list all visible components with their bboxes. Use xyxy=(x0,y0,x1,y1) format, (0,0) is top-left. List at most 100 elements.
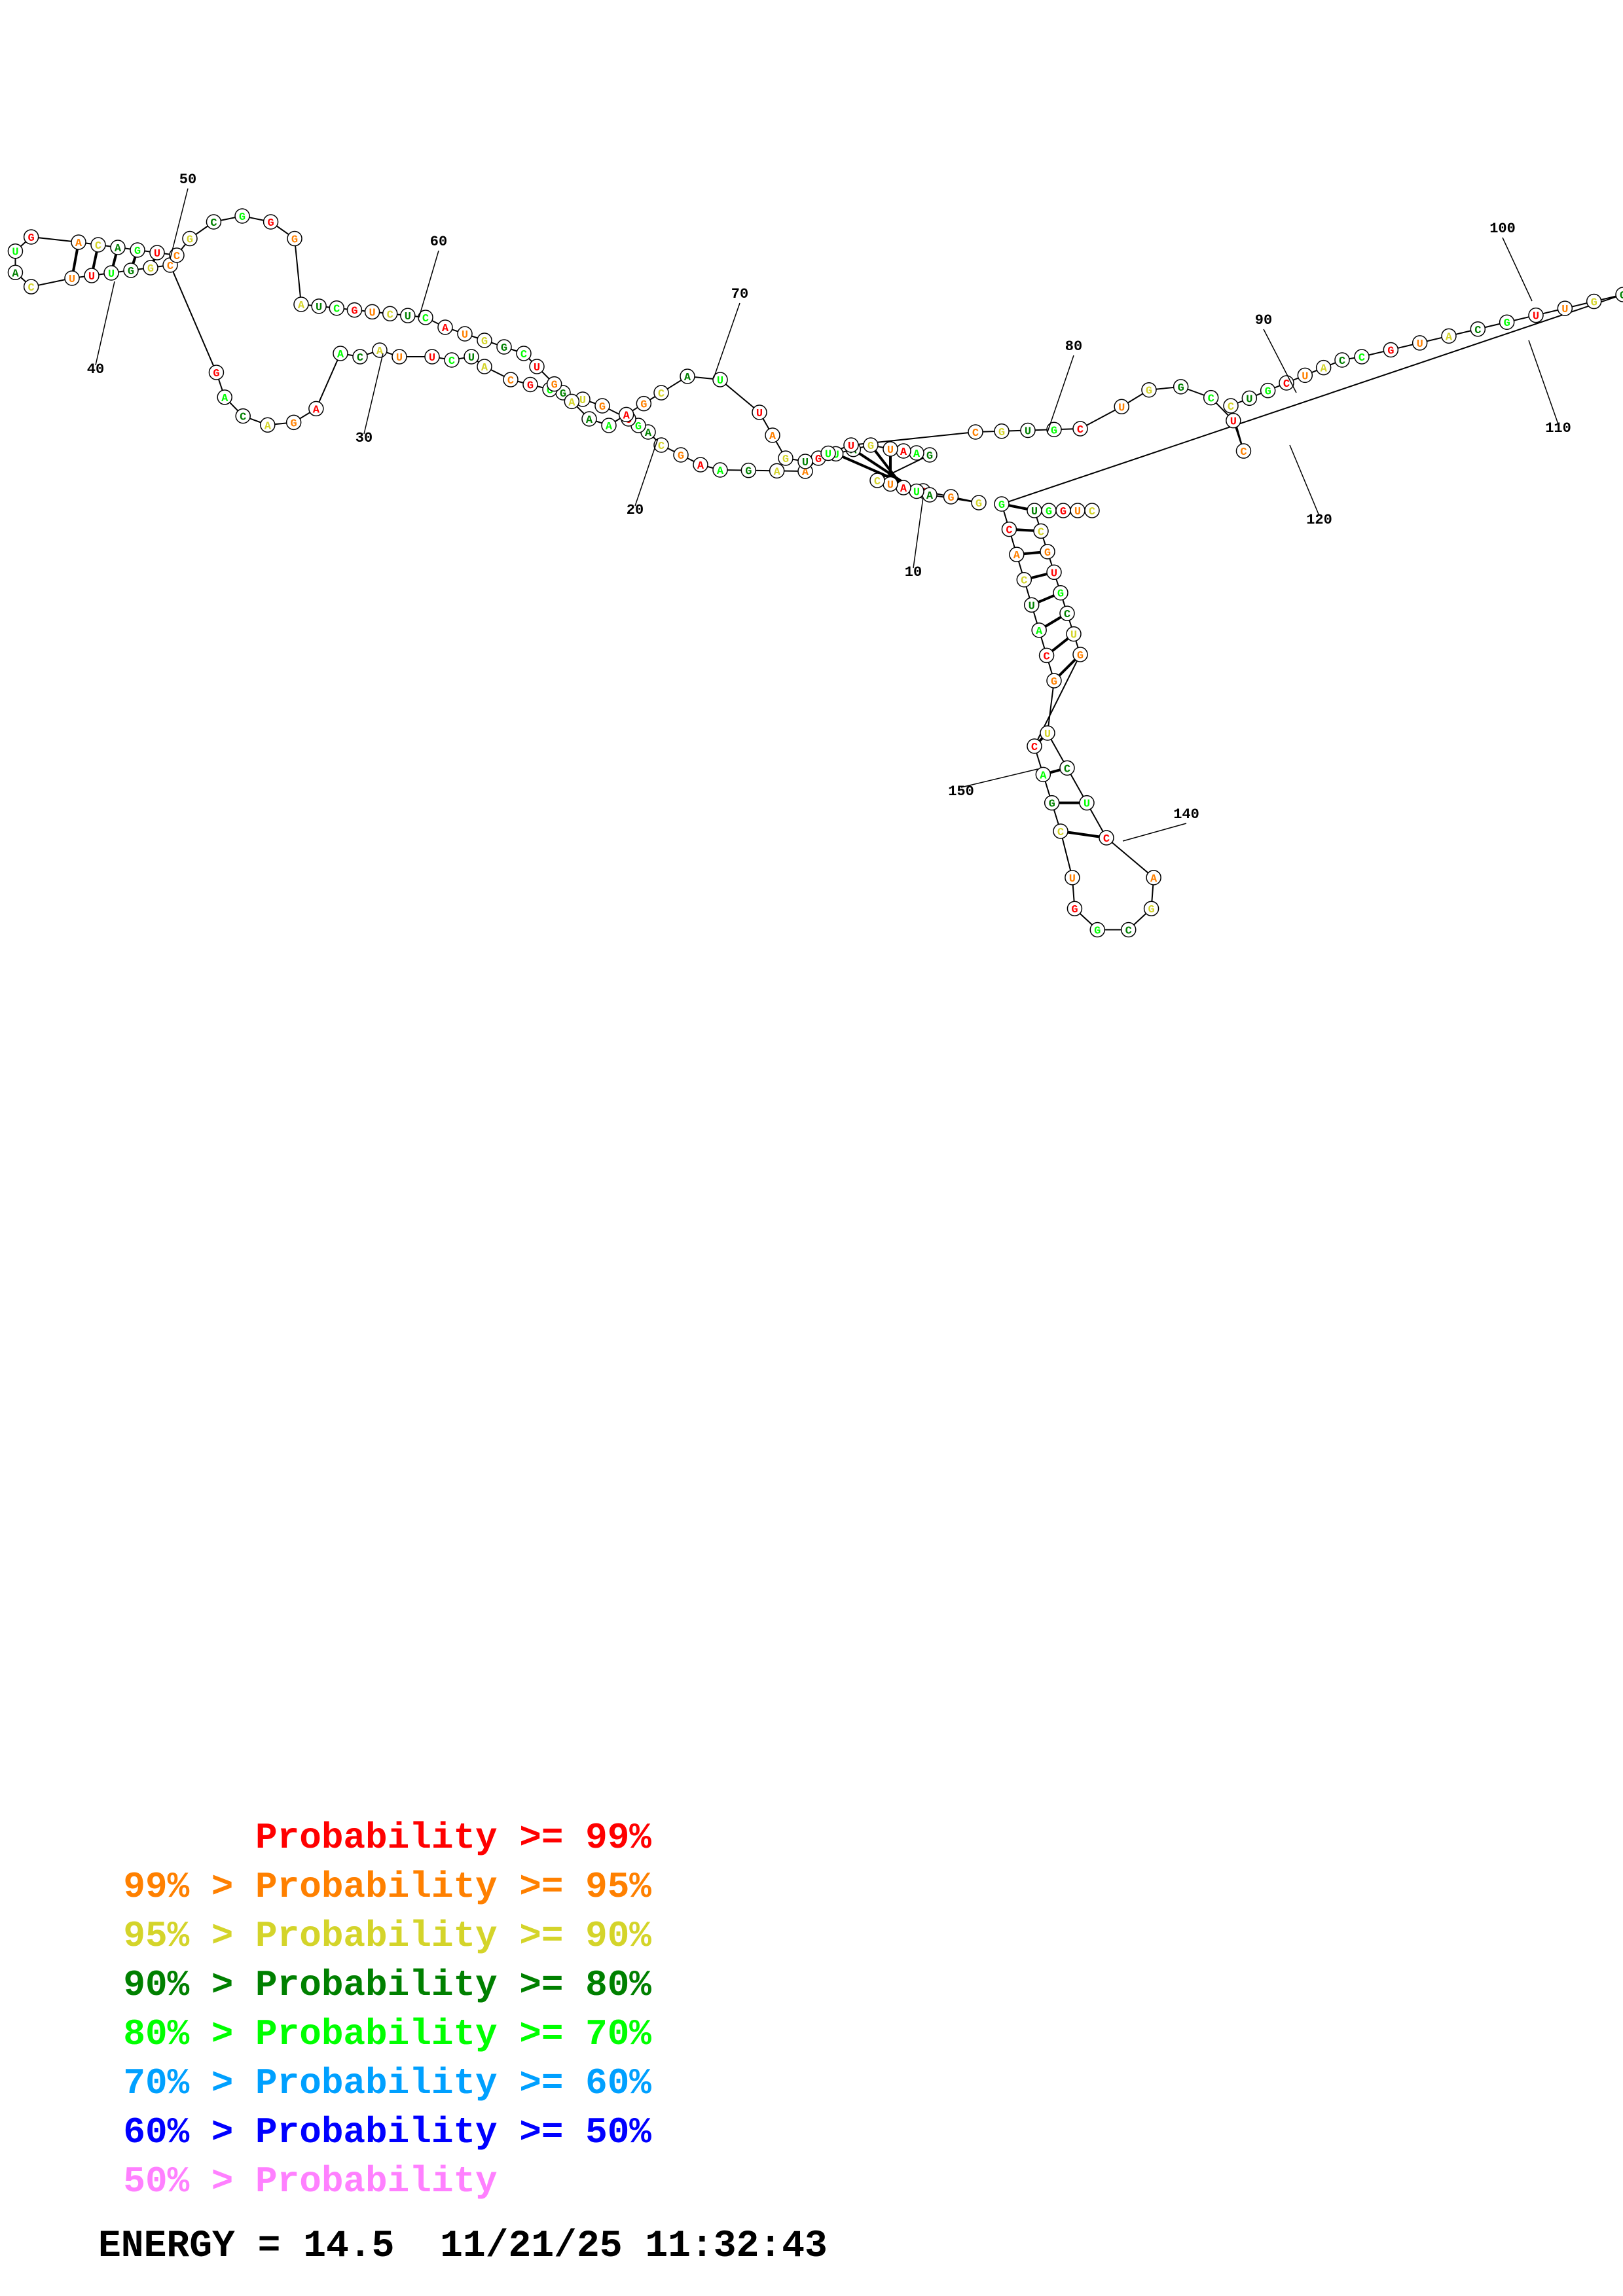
svg-text:G: G xyxy=(1146,386,1152,398)
svg-text:G: G xyxy=(678,450,684,463)
svg-text:U: U xyxy=(1070,630,1077,642)
legend-row: 80% > Probability >= 70% xyxy=(98,2016,651,2053)
backbone-line xyxy=(14,215,1623,931)
nucleotide-38: A xyxy=(372,342,388,358)
svg-text:A: A xyxy=(115,243,122,255)
nucleotide-90: U xyxy=(712,372,728,387)
nucleotide-75: C xyxy=(418,310,433,325)
svg-text:C: C xyxy=(210,217,217,230)
position-tick xyxy=(960,768,1038,788)
nucleotide-65: G xyxy=(234,208,250,224)
svg-text:G: G xyxy=(1060,506,1067,518)
svg-text:A: A xyxy=(1446,331,1453,344)
svg-text:U: U xyxy=(833,449,839,461)
position-tick xyxy=(634,438,659,507)
nucleotide-77: U xyxy=(457,326,473,342)
position-tick xyxy=(713,302,740,379)
svg-text:G: G xyxy=(1077,650,1084,662)
nucleotide-10: A xyxy=(909,445,924,461)
svg-text:G: G xyxy=(560,388,566,401)
nucleotide-22: G xyxy=(673,447,689,463)
svg-text:G: G xyxy=(527,380,534,393)
svg-text:G: G xyxy=(640,399,647,412)
svg-text:A: A xyxy=(568,397,575,409)
nucleotide-123: G xyxy=(1586,293,1602,310)
nucleotide-74: U xyxy=(400,308,416,323)
position-tick xyxy=(418,250,439,318)
svg-text:G: G xyxy=(147,263,154,276)
svg-text:A: A xyxy=(313,404,320,416)
nucleotide-40: A xyxy=(333,346,348,361)
nucleotide-116: G xyxy=(1383,342,1399,357)
svg-text:A: A xyxy=(697,460,704,473)
svg-text:U: U xyxy=(468,352,475,365)
svg-text:C: C xyxy=(1089,506,1095,518)
svg-text:A: A xyxy=(623,410,630,422)
position-label: 150 xyxy=(948,783,974,800)
svg-text:A: A xyxy=(481,362,488,374)
nucleotide-68: A xyxy=(293,296,309,312)
svg-text:A: A xyxy=(1013,550,1021,562)
svg-text:U: U xyxy=(369,307,375,319)
position-label: 80 xyxy=(1065,338,1082,355)
nucleotide-124: G xyxy=(1615,287,1623,302)
nucleotide-139: C xyxy=(1120,922,1137,938)
nucleotide-20: A xyxy=(712,462,728,478)
svg-text:C: C xyxy=(1125,925,1132,938)
svg-text:U: U xyxy=(108,268,115,281)
svg-text:C: C xyxy=(95,240,101,253)
svg-text:A: A xyxy=(1036,626,1043,638)
legend-row: 95% > Probability >= 90% xyxy=(98,1918,651,1954)
nucleotide-13: G xyxy=(863,437,879,453)
nucleotide-43: A xyxy=(260,417,276,433)
nucleotide-125: G xyxy=(994,496,1010,512)
nucleotide-50: U xyxy=(103,265,119,281)
svg-text:U: U xyxy=(462,329,468,342)
position-tick xyxy=(1502,237,1533,302)
nucleotide-53: C xyxy=(23,279,39,295)
svg-text:G: G xyxy=(599,401,606,414)
nucleotide-129: U xyxy=(1023,597,1040,613)
svg-text:G: G xyxy=(947,492,954,505)
position-tick xyxy=(363,353,384,435)
svg-text:G: G xyxy=(128,266,134,278)
legend-lower-bound: 50% > xyxy=(123,2161,255,2202)
svg-text:G: G xyxy=(635,421,642,433)
nucleotide-134: C xyxy=(1059,760,1075,776)
svg-text:U: U xyxy=(405,311,411,323)
nucleotide-6: A xyxy=(896,480,911,495)
svg-text:C: C xyxy=(1031,742,1038,754)
svg-text:A: A xyxy=(264,420,272,433)
svg-text:C: C xyxy=(658,440,665,453)
svg-text:C: C xyxy=(1474,325,1481,337)
svg-text:U: U xyxy=(756,408,763,420)
nucleotide-150: G xyxy=(1053,584,1068,601)
svg-text:C: C xyxy=(1038,526,1044,539)
svg-text:U: U xyxy=(887,480,894,492)
nucleotide-133: U xyxy=(1040,725,1055,741)
nucleotide-12: U xyxy=(883,441,898,457)
nucleotide-108: C xyxy=(1223,398,1239,414)
position-label: 90 xyxy=(1255,312,1272,329)
nucleotide-102: U xyxy=(1114,399,1129,414)
svg-text:G: G xyxy=(745,466,752,478)
position-tick xyxy=(913,497,924,569)
legend-row: 70% > Probability >= 60% xyxy=(98,2065,651,2102)
nucleotide-142: U xyxy=(1065,870,1080,886)
nucleotide-11: A xyxy=(896,443,911,459)
svg-text:U: U xyxy=(825,449,831,461)
nucleotide-122: U xyxy=(1557,300,1573,316)
nucleotide-52: U xyxy=(64,270,80,286)
nucleotide-66: G xyxy=(263,214,279,230)
nucleotide-117: U xyxy=(1412,335,1428,351)
svg-text:A: A xyxy=(1321,363,1328,376)
svg-text:U: U xyxy=(1031,506,1038,518)
legend-lower-bound: 60% > xyxy=(123,2111,255,2153)
position-label: 10 xyxy=(905,564,922,581)
nucleotide-54: A xyxy=(7,264,24,280)
nucleotide-39: C xyxy=(352,349,368,365)
svg-text:C: C xyxy=(357,352,363,365)
svg-text:C: C xyxy=(1103,833,1110,846)
position-label: 50 xyxy=(179,171,196,188)
nucleotide-154: U xyxy=(1027,503,1042,518)
